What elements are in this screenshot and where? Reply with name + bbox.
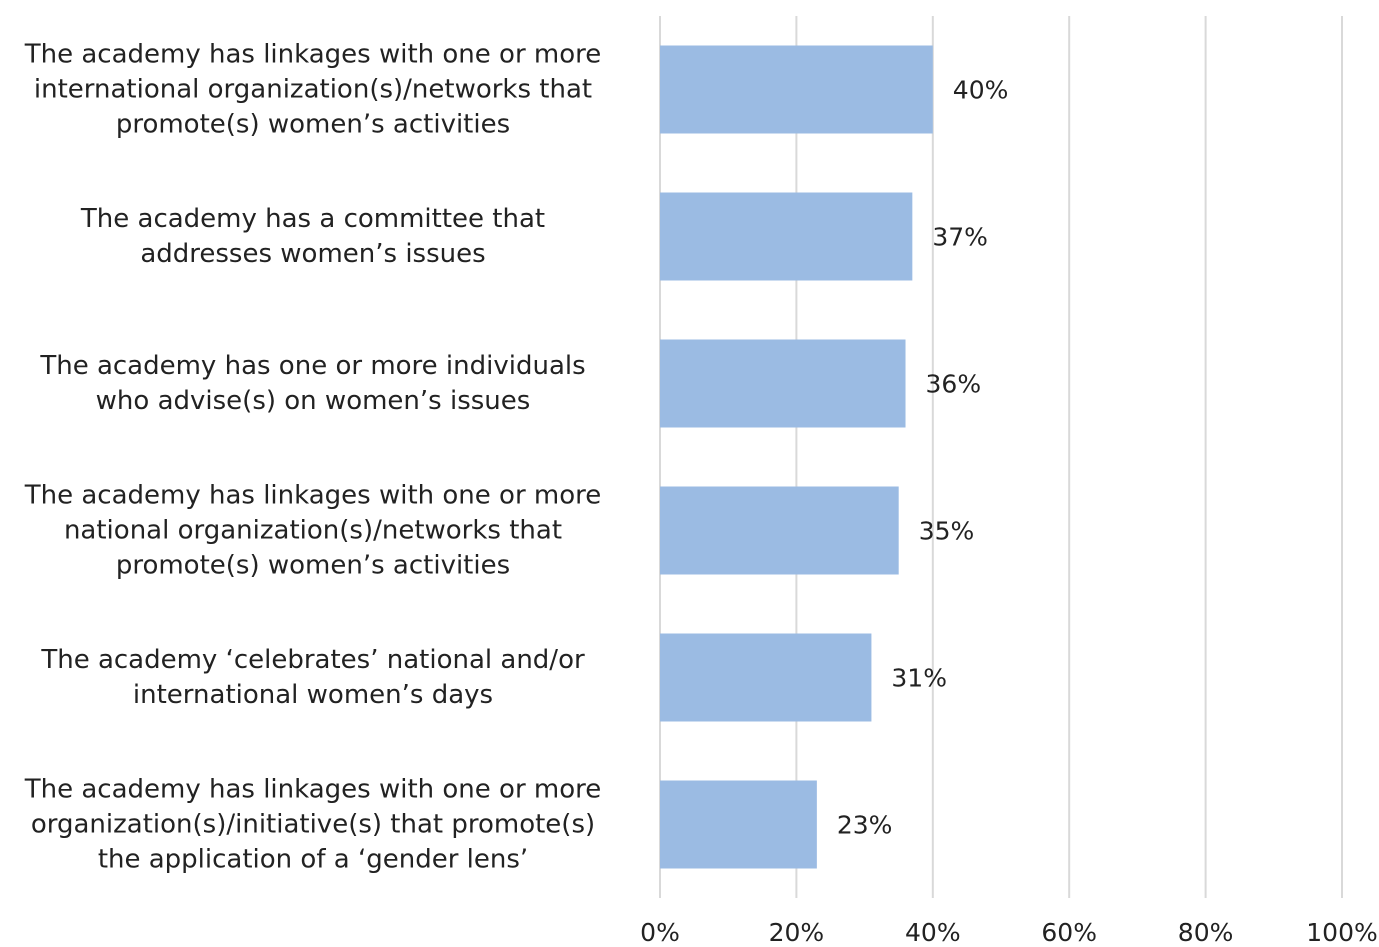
category-label-line: The academy ‘celebrates’ national and/or bbox=[41, 644, 585, 675]
data-label: 31% bbox=[891, 663, 947, 692]
category-label-line: international organization(s)/networks t… bbox=[33, 74, 593, 104]
category-label: The academy has a committee that addresse… bbox=[0, 202, 633, 272]
category-label-line: The academy has linkages with one or mor… bbox=[24, 774, 602, 804]
category-label-line: promote(s) women’s activities bbox=[115, 550, 511, 580]
x-tick-label: 20% bbox=[768, 918, 825, 947]
data-label: 23% bbox=[836, 810, 893, 839]
category-label-line: international women’s days bbox=[132, 679, 494, 710]
data-label: 36% bbox=[925, 369, 982, 398]
data-label: 35% bbox=[918, 516, 975, 545]
bar bbox=[660, 339, 906, 428]
category-label-line: organization(s)/initiative(s) that promo… bbox=[30, 809, 596, 839]
category-label-line: promote(s) women’s activities bbox=[115, 109, 511, 139]
bar bbox=[660, 633, 872, 722]
category-label-line: addresses women’s issues bbox=[140, 238, 486, 269]
category-label-line: The academy has linkages with one or mor… bbox=[24, 480, 602, 510]
x-tick-label: 40% bbox=[905, 918, 961, 947]
category-label-line: the application of a ‘gender lens’ bbox=[97, 844, 529, 874]
bar bbox=[660, 780, 817, 869]
category-label: The academy has one or more individuals w… bbox=[0, 349, 633, 419]
category-label-line: The academy has linkages with one or mor… bbox=[24, 39, 602, 69]
category-label-line: who advise(s) on women’s issues bbox=[95, 385, 531, 416]
x-tick-label: 100% bbox=[1306, 918, 1378, 947]
x-tick-label: 80% bbox=[1177, 918, 1234, 947]
category-label-line: The academy has one or more individuals bbox=[40, 350, 586, 381]
category-label-line: national organization(s)/networks that bbox=[63, 515, 563, 545]
bar bbox=[660, 45, 933, 134]
x-tick-label: 60% bbox=[1041, 918, 1097, 947]
data-label: 40% bbox=[952, 75, 1009, 104]
bar bbox=[660, 486, 899, 575]
data-label: 37% bbox=[932, 222, 988, 251]
bar bbox=[660, 192, 913, 281]
category-label: The academy has linkages with one or mor… bbox=[0, 37, 633, 142]
category-label: The academy has linkages with one or mor… bbox=[0, 478, 633, 583]
x-tick-label: 0% bbox=[640, 918, 680, 947]
category-label-line: The academy has a committee that bbox=[80, 203, 546, 234]
category-label: The academy has linkages with one or mor… bbox=[0, 772, 633, 877]
category-label: The academy ‘celebrates’ national and/or… bbox=[0, 643, 633, 713]
